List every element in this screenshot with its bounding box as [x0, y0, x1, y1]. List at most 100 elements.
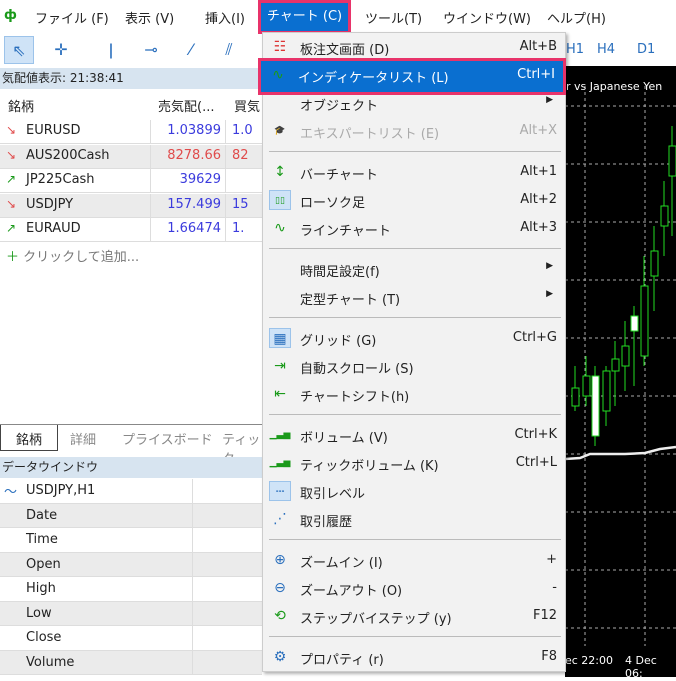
submenu-arrow-icon: ▶: [546, 289, 553, 299]
menu-item[interactable]: ⟲ ステップバイステップ (y) F12: [263, 602, 565, 630]
menu-help[interactable]: ヘルプ(H): [547, 12, 606, 27]
menu-item[interactable]: ⊖ ズームアウト (O) -: [263, 574, 565, 602]
menu-item[interactable]: ∿ インディケータリスト (L) Ctrl+I: [258, 58, 566, 95]
trendline-tool-icon[interactable]: ⁄: [189, 40, 193, 59]
menu-separator: [269, 248, 561, 249]
app-logo-icon: ф: [4, 8, 17, 23]
market-watch-row[interactable]: ↗ JP225Cash 39629: [0, 169, 262, 193]
menu-item-shortcut: Alt+2: [520, 192, 557, 207]
time-label: 4 Dec 06:: [625, 654, 657, 680]
menu-window[interactable]: ウインドウ(W): [443, 12, 531, 27]
chart-title: r vs Japanese Yen: [566, 80, 663, 93]
bid-price: 39629: [150, 169, 226, 193]
menu-item-shortcut: Ctrl+I: [517, 67, 555, 82]
menu-item: 🎓 エキスパートリスト (E) Alt+X: [263, 117, 565, 145]
menu-item-label: 板注文画面 (D): [300, 43, 390, 58]
plus-icon: ＋: [6, 250, 24, 265]
field-label: High: [26, 581, 56, 596]
horizontal-line-tool-icon[interactable]: ⊸: [144, 40, 158, 59]
menu-item[interactable]: ☷ 板注文画面 (D) Alt+B: [263, 33, 565, 61]
tab-price-board[interactable]: プライスボード: [122, 433, 213, 448]
col-ask[interactable]: 買気: [234, 100, 261, 115]
menu-item[interactable]: ▁▃▅ ティックボリューム (K) Ctrl+L: [263, 449, 565, 477]
add-symbol-label: クリックして追加...: [23, 250, 140, 265]
candle-body: [640, 285, 649, 357]
menu-item-shortcut: -: [552, 580, 557, 595]
add-symbol-row[interactable]: ＋ クリックして追加...: [6, 246, 139, 265]
candle-body: [611, 358, 620, 372]
menu-item-label: オブジェクト: [300, 99, 379, 114]
market-watch-row[interactable]: ↘ USDJPY 157.499 15: [0, 193, 262, 218]
ask-price: 1.0: [232, 123, 253, 138]
data-window-row: Date: [0, 503, 262, 528]
candle-body: [650, 250, 659, 277]
market-watch-row[interactable]: ↘ EURUSD 1.03899 1.0: [0, 120, 262, 144]
menubar: ф ファイル (F) 表示 (V) 挿入(I) チャート (C) ツール(T) …: [0, 0, 676, 34]
menu-item-label: チャートシフト(h): [300, 390, 410, 405]
menu-item-label: 取引レベル: [300, 487, 366, 502]
menu-item-shortcut: Alt+1: [520, 164, 557, 179]
menu-item[interactable]: ∿ ラインチャート Alt+3: [263, 214, 565, 242]
menu-chart[interactable]: チャート (C): [258, 0, 351, 34]
menu-item[interactable]: ↕ バーチャート Alt+1: [263, 158, 565, 186]
symbol: EURUSD: [26, 123, 81, 138]
chart-canvas: [564, 86, 676, 646]
market-watch-header: 銘柄 売気配(... 買気: [0, 92, 262, 118]
market-watch-row[interactable]: ↘ AUS200Cash 8278.66 82: [0, 144, 262, 169]
data-window-symbol-row: 〜 USDJPY,H1: [0, 479, 262, 504]
menu-item[interactable]: ▦ グリッド (G) Ctrl+G: [263, 324, 565, 352]
menu-item[interactable]: ▁▃▅ ボリューム (V) Ctrl+K: [263, 421, 565, 449]
properties-icon: ⚙: [273, 649, 287, 665]
menu-item[interactable]: ⇤ チャートシフト(h): [263, 380, 565, 408]
arrow-down-icon: ↘: [6, 123, 17, 137]
field-label: Low: [26, 605, 52, 621]
menu-item[interactable]: ⇥ 自動スクロール (S): [263, 352, 565, 380]
col-bid[interactable]: 売気配(...: [158, 100, 215, 115]
menu-separator: [269, 539, 561, 540]
menu-file[interactable]: ファイル (F): [35, 12, 109, 27]
chart-area[interactable]: r vs Japanese Yen ec 22:00 4 Dec 06:: [564, 66, 676, 680]
menu-insert[interactable]: 挿入(I): [205, 12, 245, 27]
candlestick-icon: ▯▯: [269, 190, 291, 210]
ask-price: 15: [232, 196, 249, 212]
menu-item[interactable]: ⋰ 取引履歴: [263, 505, 565, 533]
candle-body: [602, 370, 611, 412]
symbol: USDJPY: [26, 196, 74, 212]
menu-item[interactable]: ⊕ ズームイン (I) +: [263, 546, 565, 574]
menu-item[interactable]: ▯▯ ローソク足 Alt+2: [263, 186, 565, 214]
menu-item[interactable]: 定型チャート (T) ▶: [263, 283, 565, 311]
menu-item-label: インディケータリスト (L): [298, 71, 449, 86]
menu-view[interactable]: 表示 (V): [125, 12, 175, 27]
crosshair-tool-icon[interactable]: ✛: [54, 40, 68, 59]
tick-volume-icon: ▁▃▅: [269, 458, 291, 468]
candle-body: [621, 345, 630, 367]
col-symbol[interactable]: 銘柄: [8, 100, 35, 115]
menu-item[interactable]: オブジェクト ▶: [263, 89, 565, 117]
menu-separator: [269, 151, 561, 152]
menu-item-label: 取引履歴: [300, 515, 353, 530]
menu-item-shortcut: F8: [541, 649, 557, 664]
menu-item-label: ズームアウト (O): [300, 584, 403, 599]
field-label: Open: [26, 556, 61, 572]
menu-item[interactable]: ⚙ プロパティ (r) F8: [263, 643, 565, 671]
tab-details[interactable]: 詳細: [70, 433, 97, 448]
timeframe-h4[interactable]: H4: [597, 42, 616, 57]
menu-item-shortcut: F12: [532, 608, 557, 623]
cursor-tool-icon[interactable]: ⇖: [4, 36, 34, 64]
vertical-line-tool-icon[interactable]: ǀ: [108, 40, 114, 59]
submenu-arrow-icon: ▶: [546, 261, 553, 271]
channel-tool-icon[interactable]: ⫽: [225, 40, 233, 59]
market-watch-row[interactable]: ↗ EURAUD 1.66474 1.: [0, 218, 262, 242]
timeframe-d1[interactable]: D1: [637, 42, 656, 57]
bid-price: 8278.66: [150, 144, 226, 169]
timeframe-h1[interactable]: H1: [566, 42, 585, 57]
tab-symbols[interactable]: 銘柄: [0, 425, 58, 451]
menu-tools[interactable]: ツール(T): [365, 12, 423, 27]
menu-item-label: ボリューム (V): [300, 431, 388, 446]
field-label: Volume: [26, 654, 75, 670]
menu-item-shortcut: Ctrl+K: [514, 427, 557, 442]
data-window-row: High: [0, 577, 262, 602]
menu-item[interactable]: 時間足設定(f) ▶: [263, 255, 565, 283]
candle-body: [571, 387, 580, 407]
menu-item[interactable]: ┄ 取引レベル: [263, 477, 565, 505]
